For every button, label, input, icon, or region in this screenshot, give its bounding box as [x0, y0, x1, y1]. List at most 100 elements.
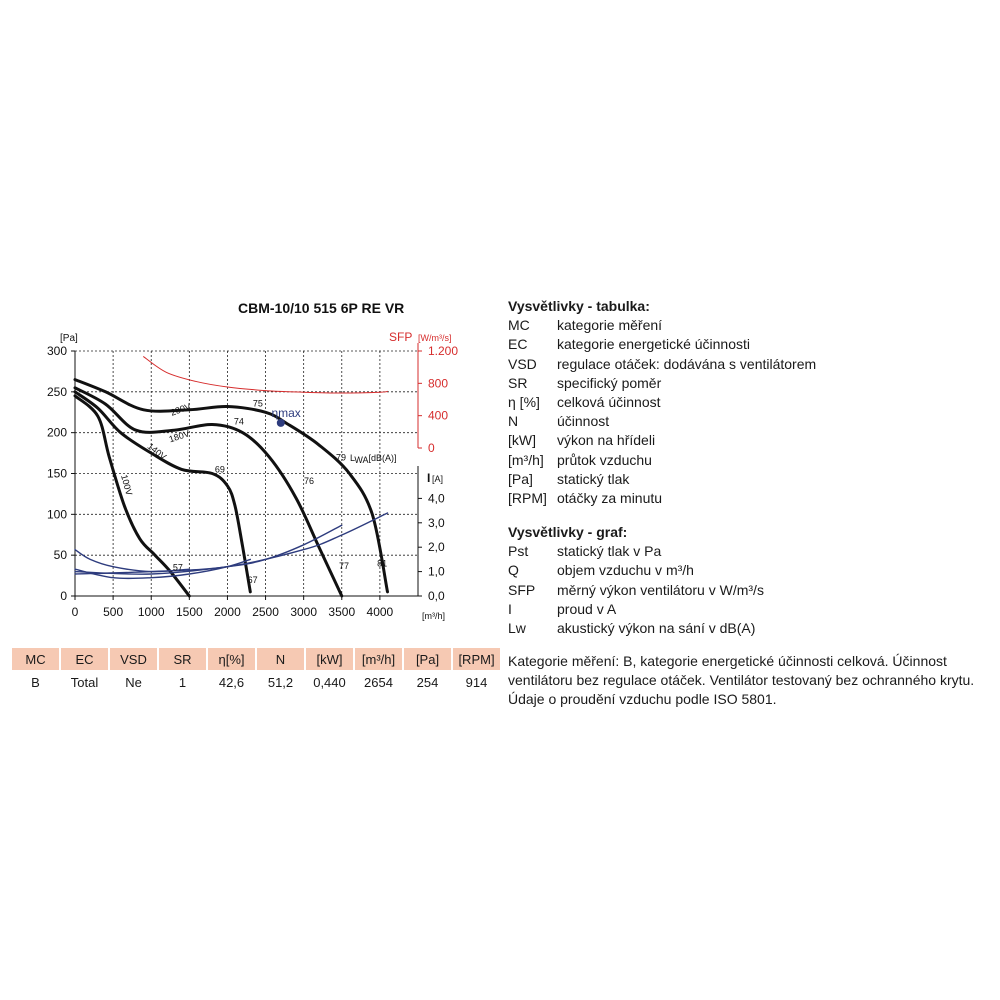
legend-text: proud v A	[557, 600, 617, 617]
table-header-cell: SR	[159, 648, 206, 670]
list-item: EC kategorie energetické účinnosti	[508, 335, 816, 354]
x-tick-label: 3500	[328, 605, 355, 619]
curve-annotation: 67	[248, 575, 258, 585]
list-item: Lw akustický výkon na sání v dB(A)	[508, 619, 764, 638]
x-tick-label: 2500	[252, 605, 279, 619]
x-tick-label: 1000	[138, 605, 165, 619]
legend-graph-block: Vysvětlivky - graf: Pst statický tlak v P…	[508, 523, 764, 638]
y-tick-label: 100	[47, 507, 67, 521]
curve-annotation: 79	[336, 452, 346, 462]
y-tick-label: 300	[47, 344, 67, 358]
table-row: B Total Ne 1 42,6 51,2 0,440 2654 254 914	[12, 670, 500, 690]
legend-text: statický tlak v Pa	[557, 543, 662, 560]
current-tick-label: 4,0	[428, 491, 445, 505]
curve-annotation: 57	[173, 563, 183, 573]
lwa-label-unit: [dB(A)]	[369, 453, 397, 463]
list-item: [m³/h] průtok vzduchu	[508, 451, 816, 470]
x-tick-label: 500	[103, 605, 123, 619]
y-tick-label: 150	[47, 467, 67, 481]
pressure-curve-230v	[73, 378, 389, 594]
table-cell: Total	[70, 675, 99, 690]
y-tick-label: 50	[54, 548, 68, 562]
lwa-label-main: L	[350, 453, 355, 463]
legend-key: MC	[508, 317, 530, 334]
list-item: MC kategorie měření	[508, 316, 816, 335]
chart-title: CBM-10/10 515 6P RE VR	[238, 300, 405, 316]
eta-max-marker	[276, 418, 285, 427]
legend-table-block: Vysvětlivky - tabulka: MC kategorie měřen…	[508, 297, 816, 508]
table-cell: 2654	[364, 675, 393, 690]
legend-graph-heading: Vysvětlivky - graf:	[508, 524, 628, 540]
legend-text: měrný výkon ventilátoru v W/m³/s	[557, 581, 764, 598]
table-header-cell: MC	[12, 648, 59, 670]
curve-annotation: ηmax	[271, 406, 300, 420]
list-item: η [%] celková účinnost	[508, 393, 816, 412]
x-axis-label: [m³/h]	[422, 611, 445, 621]
legend-text: výkon na hřídeli	[557, 432, 656, 449]
legend-key: SR	[508, 374, 528, 391]
legend-text: kategorie měření	[557, 317, 663, 334]
y-tick-label: 250	[47, 385, 67, 399]
table-cell: Ne	[125, 675, 142, 690]
x-tick-label: 4000	[367, 605, 394, 619]
table-header-cell: η[%]	[208, 648, 255, 670]
legend-text: akustický výkon na sání v dB(A)	[557, 620, 756, 637]
curve-annotation: 140V	[146, 441, 169, 462]
table-header-cell: EC	[61, 648, 108, 670]
list-item: [RPM] otáčky za minutu	[508, 489, 816, 508]
current-axis-label: I	[427, 471, 430, 485]
x-tick-label: 3000	[290, 605, 317, 619]
sfp-curve	[143, 356, 388, 394]
legend-text: průtok vzduchu	[557, 451, 652, 468]
legend-key: VSD	[508, 355, 537, 372]
x-tick-label: 2000	[214, 605, 241, 619]
curve-annotation: 74	[234, 417, 244, 427]
table-header-cell: [Pa]	[404, 648, 451, 670]
legend-key: SFP	[508, 581, 536, 598]
current-curve-140v	[74, 558, 251, 580]
current-tick-label: 1,0	[428, 565, 445, 579]
current-tick-label: 0,0	[428, 589, 445, 603]
pressure-curve-140v	[73, 390, 252, 594]
table-cell: B	[31, 675, 40, 690]
list-item: VSD regulace otáček: dodávána s ventiláto…	[508, 355, 816, 374]
legend-table-list: MC kategorie měření EC kategorie energetick…	[508, 316, 816, 508]
current-axis-unit: [A]	[432, 474, 443, 484]
lwa-label-sub: WA	[354, 455, 368, 465]
sfp-tick-label: 400	[428, 409, 448, 423]
table-header-row: MC EC VSD SR η[%] N [kW] [m³/h] [Pa] [RPM]	[12, 648, 500, 670]
y-axis-label: [Pa]	[60, 333, 78, 344]
y-tick-label: 200	[47, 426, 67, 440]
sfp-axis-label: SFP	[389, 330, 412, 344]
list-item: [Pa] statický tlak	[508, 470, 816, 489]
measurement-note: Kategorie měření: B, kategorie energetic…	[508, 653, 975, 707]
current-curve-100v	[74, 548, 190, 573]
table-header-cell: VSD	[110, 648, 157, 670]
y-tick-label: 0	[60, 589, 67, 603]
curve-annotation: 76	[304, 476, 314, 486]
chart-plot: 0 50 100 150 200 250 300[Pa] 0 500 1000 1500 2000 25…	[47, 330, 458, 621]
current-tick-label: 2,0	[428, 540, 445, 554]
list-item: SFP měrný výkon ventilátoru v W/m³/s	[508, 581, 764, 600]
x-tick-label: 0	[72, 605, 79, 619]
table-cell: 1	[178, 675, 187, 690]
table-cell: 42,6	[218, 675, 245, 690]
x-tick-label: 1500	[176, 605, 203, 619]
sfp-tick-label: 0	[428, 441, 435, 455]
legend-key: I	[508, 600, 512, 617]
fan-performance-chart: CBM-10/10 515 6P RE VR 0 50 100 150 200 250 30…	[0, 0, 500, 640]
legend-text: regulace otáček: dodávána s ventilátorem	[557, 355, 817, 372]
current-curve-180v	[74, 524, 343, 575]
lwa-label: LWA[dB(A)]	[350, 453, 397, 465]
curve-annotation: 69	[215, 465, 225, 475]
list-item: SR specifický poměr	[508, 374, 816, 393]
legend-key: [Pa]	[508, 470, 533, 487]
pressure-curve-180v	[73, 386, 344, 598]
curve-annotation: 77	[339, 561, 349, 571]
legend-text: otáčky za minutu	[557, 490, 663, 507]
table-header-cell: [kW]	[306, 648, 353, 670]
list-item: [kW] výkon na hřídeli	[508, 431, 816, 450]
list-item: Pst statický tlak v Pa	[508, 542, 764, 561]
legend-text: statický tlak	[557, 470, 630, 487]
legend-key: [RPM]	[508, 490, 547, 507]
